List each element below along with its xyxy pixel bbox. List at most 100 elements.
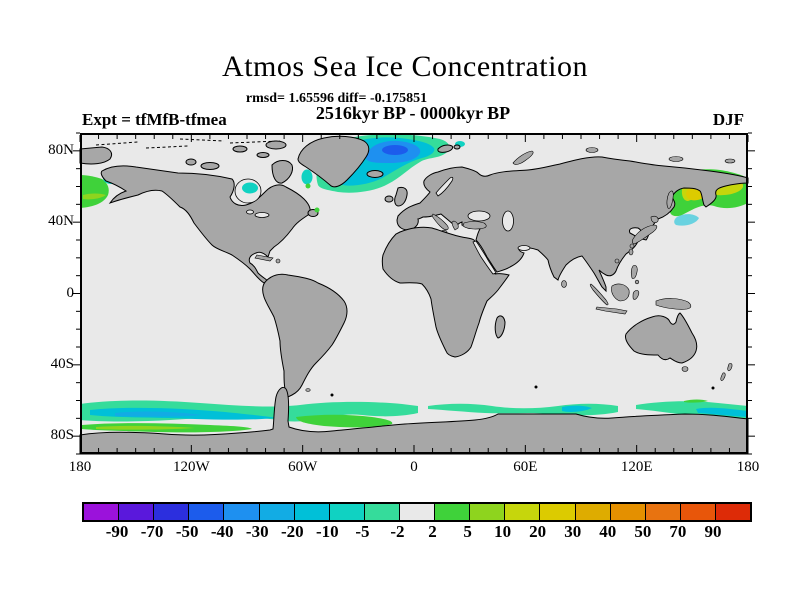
land-new-guinea <box>655 298 692 310</box>
land-baffin-island <box>271 160 293 184</box>
colorbar-label-10: 10 <box>494 522 512 541</box>
ice-kamchatka-cyan <box>674 214 699 226</box>
map-frame <box>80 133 748 454</box>
colorbar-label-5: 5 <box>463 522 472 541</box>
land-australia <box>625 312 698 364</box>
period-subtitle: 2516kyr BP - 0000kyr BP <box>315 103 511 123</box>
land-hispaniola <box>275 258 281 264</box>
land-antarctica <box>79 386 749 455</box>
water-black-sea <box>467 210 491 222</box>
colorbar-cell-9 <box>399 504 436 520</box>
page-title: Atmos Sea Ice Concentration <box>222 50 588 83</box>
colorbar-cell-10 <box>435 504 471 520</box>
ice-davis-strait-cyan <box>301 169 313 185</box>
colorbar-cell-0 <box>84 504 120 520</box>
land-greece <box>451 220 459 231</box>
colorbar-cell-2 <box>154 504 190 520</box>
land-philippines <box>631 265 638 279</box>
land-sulawesi <box>632 290 640 300</box>
colorbar-cell-7 <box>329 504 365 520</box>
colorbar-label--40: -40 <box>210 522 234 541</box>
lat-label-40N: 40N <box>48 213 74 230</box>
colorbar-cell-6 <box>294 504 330 520</box>
lon-label-0: 0 <box>410 459 418 475</box>
ice-southern-cyan-mid <box>562 405 592 412</box>
land-svalbard-east <box>453 144 461 150</box>
season-label: DJF <box>712 110 744 129</box>
island-speck-macquarie <box>711 386 715 390</box>
colorbar-cell-17 <box>680 504 716 520</box>
colorbar-label--5: -5 <box>355 522 370 541</box>
land-devon-island <box>256 152 270 158</box>
land-ellesmere <box>265 140 287 150</box>
colorbar-label--50: -50 <box>175 522 199 541</box>
land-sri-lanka <box>561 280 567 288</box>
experiment-label: Expt = tfMfB-tfmea <box>82 110 227 129</box>
ice-southern-cyan-east <box>696 407 748 417</box>
water-lake-winnipeg <box>246 209 254 215</box>
colorbar <box>82 502 752 522</box>
colorbar-label-90: 90 <box>704 522 722 541</box>
water-great-lakes <box>254 212 270 218</box>
colorbar-cell-15 <box>610 504 646 520</box>
land-new-zealand-north <box>727 363 733 372</box>
land-hokkaido <box>650 215 659 223</box>
lon-label-120E: 120E <box>620 459 653 475</box>
colorbar-label-50: 50 <box>634 522 652 541</box>
colorbar-label--2: -2 <box>390 522 405 541</box>
ice-bering-green <box>80 175 109 208</box>
ice-davis-green-dot <box>305 183 311 189</box>
colorbar-cell-5 <box>259 504 295 520</box>
land-victoria-island <box>200 162 220 170</box>
colorbar-label-2: 2 <box>428 522 437 541</box>
ice-hudson-bay-cyan <box>242 182 258 194</box>
land-layer <box>79 135 749 455</box>
ice-antarctic-coast-yellowgreen <box>96 425 195 430</box>
land-wrangel-island <box>724 158 736 164</box>
lat-label-0: 0 <box>66 284 75 301</box>
land-iceland <box>366 170 384 178</box>
ice-weddell-green <box>296 414 393 428</box>
land-severnaya-zemlya <box>585 147 599 153</box>
lat-label-40S: 40S <box>50 355 74 372</box>
colorbar-cell-18 <box>715 504 751 520</box>
ice-southern-band-east <box>636 401 748 420</box>
colorbar-label-70: 70 <box>669 522 687 541</box>
water-red-sea <box>472 240 497 275</box>
lat-label-80N: 80N <box>48 141 74 158</box>
island-speck-kerguelen <box>534 385 538 389</box>
colorbar-cell-16 <box>645 504 681 520</box>
land-java <box>595 306 628 315</box>
land-south-america <box>262 273 348 398</box>
ice-north-atlantic-core2 <box>382 145 408 155</box>
land-banks-island <box>185 158 197 166</box>
world-map <box>73 132 755 455</box>
colorbar-label-20: 20 <box>529 522 547 541</box>
sea-ice-over-layer <box>242 182 320 213</box>
colorbar-cell-11 <box>470 504 506 520</box>
land-kyushu <box>629 243 635 249</box>
colorbar-label--30: -30 <box>245 522 269 541</box>
lon-label-60E: 60E <box>513 459 538 475</box>
colorbar-label-40: 40 <box>599 522 617 541</box>
colorbar-cell-4 <box>224 504 260 520</box>
colorbar-label--90: -90 <box>105 522 129 541</box>
water-baltic-sea <box>435 176 454 197</box>
land-north-america <box>100 165 311 284</box>
land-svalbard <box>437 144 454 153</box>
colorbar-cell-3 <box>189 504 225 520</box>
ice-labrador-green-dot <box>314 207 320 213</box>
land-ireland <box>384 195 394 203</box>
lon-label-180: 180 <box>736 459 760 475</box>
island-speck-south-georgia <box>330 393 334 397</box>
land-great-britain <box>394 186 408 207</box>
land-borneo <box>611 283 630 302</box>
land-novaya-zemlya <box>512 150 534 165</box>
world-map-svg <box>73 132 755 455</box>
ice-bering-yellowgreen <box>83 193 106 200</box>
ice-southern-green-sliver-east <box>684 399 708 403</box>
land-greenland <box>297 135 370 188</box>
land-new-siberian-islands <box>668 156 684 162</box>
colorbar-label-30: 30 <box>564 522 582 541</box>
